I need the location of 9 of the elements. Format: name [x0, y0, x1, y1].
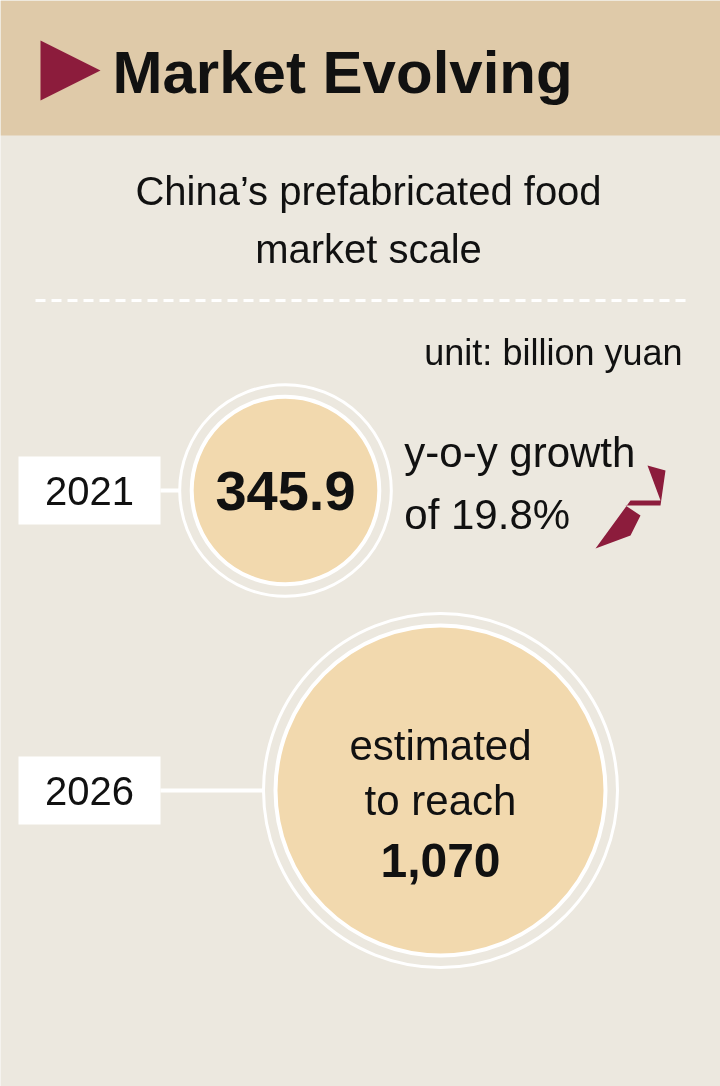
- text: estimated to reach: [349, 722, 532, 824]
- text: y-o-y growth of 19.8%: [404, 429, 636, 538]
- data-label: 345.9: [215, 458, 356, 522]
- text: Market Evolving: [112, 39, 573, 106]
- data-label: 1,070: [380, 834, 501, 887]
- category-label: 2026: [45, 768, 134, 813]
- category-label: 2021: [45, 468, 134, 513]
- text: China’s prefabricated food market scale: [135, 168, 602, 271]
- text: unit: billion yuan: [424, 332, 683, 373]
